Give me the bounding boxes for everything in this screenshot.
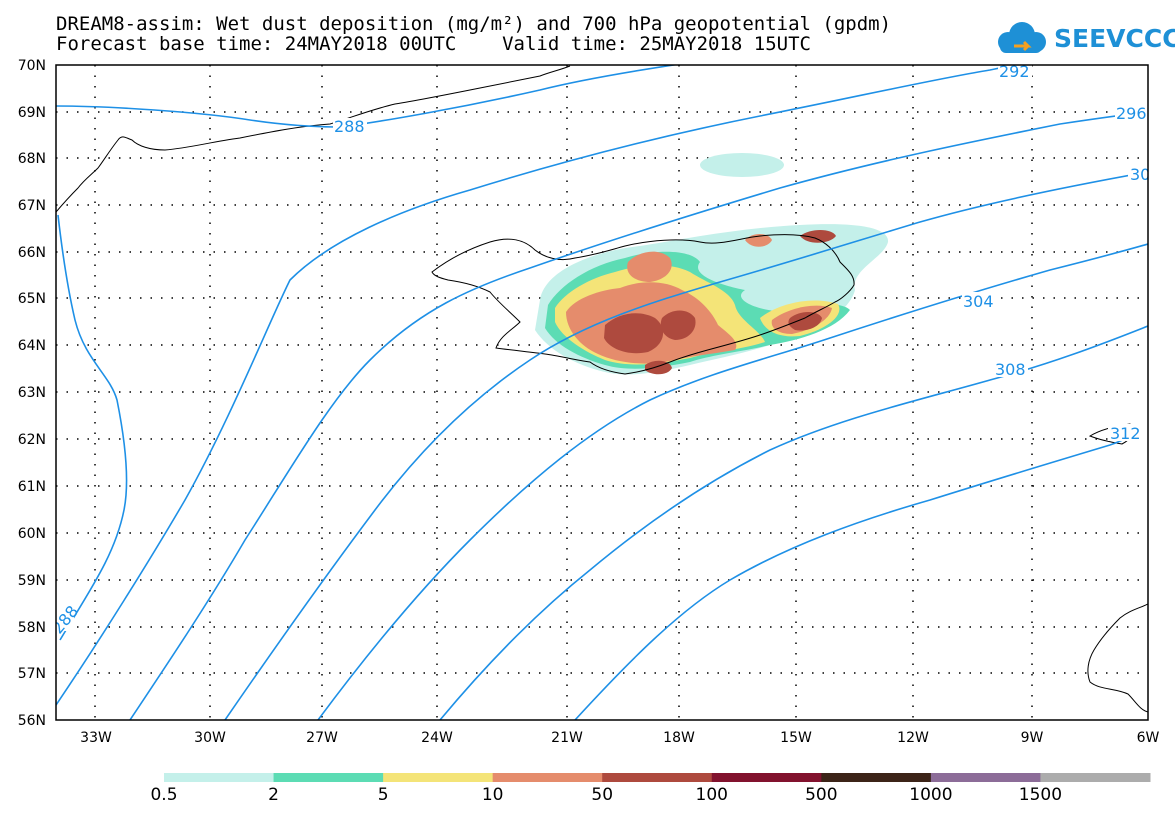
lat-label: 68N	[18, 151, 46, 167]
colorbar-swatch	[930, 773, 1041, 782]
colorbar-label: 100	[696, 785, 728, 805]
colorbar-label: 0.5	[150, 785, 177, 805]
lat-gridlines	[56, 111, 1148, 674]
lat-label: 62N	[18, 432, 46, 448]
lon-label: 30W	[194, 730, 226, 746]
map-title: DREAM8-assim: Wet dust deposition (mg/m²…	[56, 13, 892, 35]
dust-patch	[800, 230, 836, 243]
scotland-coast	[1087, 603, 1148, 713]
contour-300	[224, 171, 1148, 720]
lat-label: 61N	[18, 479, 46, 495]
colorbar-swatch	[492, 773, 603, 782]
dust-patch	[627, 251, 672, 282]
contour-label: 300	[1130, 165, 1161, 184]
cloud-logo-icon	[998, 22, 1046, 53]
contour-label: 312	[1110, 424, 1141, 443]
contour-label: 308	[995, 360, 1026, 379]
lon-label: 9W	[1021, 730, 1044, 746]
lat-label: 63N	[18, 385, 46, 401]
lon-label: 18W	[663, 730, 695, 746]
colorbar-swatch	[711, 773, 822, 782]
contour-288	[56, 65, 679, 128]
dust-patch	[660, 310, 696, 340]
lat-label: 70N	[18, 58, 46, 74]
lon-label: 33W	[80, 730, 112, 746]
contour-304	[317, 243, 1148, 720]
lon-labels: 33W 30W 27W 24W 21W 18W 15W 12W 9W 6W	[80, 730, 1159, 746]
plot-frame	[55, 64, 1149, 721]
contour-label: 288	[334, 117, 365, 136]
contour-288-west	[57, 214, 128, 641]
colorbar-label: 50	[591, 785, 613, 805]
contour-292	[56, 65, 1025, 706]
lat-label: 57N	[18, 666, 46, 682]
colorbar-swatch	[383, 773, 494, 782]
coastlines	[56, 65, 1148, 713]
lat-label: 64N	[18, 338, 46, 354]
lat-label: 67N	[18, 198, 46, 214]
lon-label: 6W	[1137, 730, 1160, 746]
lat-label: 69N	[18, 105, 46, 121]
colorbar-swatch	[164, 773, 275, 782]
lat-label: 56N	[18, 713, 46, 729]
contour-label: 296	[1116, 104, 1147, 123]
colorbar-label: 2	[268, 785, 279, 805]
contour-label: 304	[963, 292, 994, 311]
logo-text: SEEVCCC	[1054, 24, 1175, 53]
lon-label: 27W	[306, 730, 338, 746]
iceland-coast	[431, 234, 855, 375]
dust-deposition-field	[535, 153, 889, 375]
contour-308	[439, 325, 1148, 720]
colorbar-swatch	[1040, 773, 1151, 782]
colorbar-swatch	[821, 773, 932, 782]
lon-label: 21W	[551, 730, 583, 746]
contour-312	[574, 427, 1148, 720]
colorbar-labels: 0.5 2 5 10 50 100 500 1000 1500	[150, 785, 1062, 805]
contour-label: 292	[999, 62, 1030, 81]
lat-label: 58N	[18, 620, 46, 636]
contour-labels: 288 292 296 300 304 308 312 288	[48, 62, 1161, 638]
lat-label: 65N	[18, 291, 46, 307]
contour-label: 288	[48, 602, 82, 638]
lon-label: 24W	[421, 730, 453, 746]
dust-patch	[788, 312, 822, 331]
lon-label: 12W	[897, 730, 929, 746]
colorbar-label: 1500	[1019, 785, 1062, 805]
dust-patch	[604, 313, 664, 354]
lat-labels: 70N 69N 68N 67N 66N 65N 64N 63N 62N 61N …	[18, 58, 46, 729]
dust-patch	[700, 153, 784, 177]
colorbar-swatch	[273, 773, 384, 782]
lat-label: 66N	[18, 245, 46, 261]
lat-label: 60N	[18, 526, 46, 542]
map-subtitle: Forecast base time: 24MAY2018 00UTC Vali…	[56, 33, 811, 55]
colorbar-label: 10	[482, 785, 504, 805]
colorbar-label: 500	[805, 785, 837, 805]
greenland-coast	[56, 65, 571, 213]
colorbar-label: 5	[378, 785, 389, 805]
colorbar	[164, 773, 1151, 782]
contour-296	[129, 111, 1148, 720]
lon-label: 15W	[780, 730, 812, 746]
colorbar-swatch	[602, 773, 713, 782]
lat-label: 59N	[18, 573, 46, 589]
colorbar-label: 1000	[909, 785, 952, 805]
